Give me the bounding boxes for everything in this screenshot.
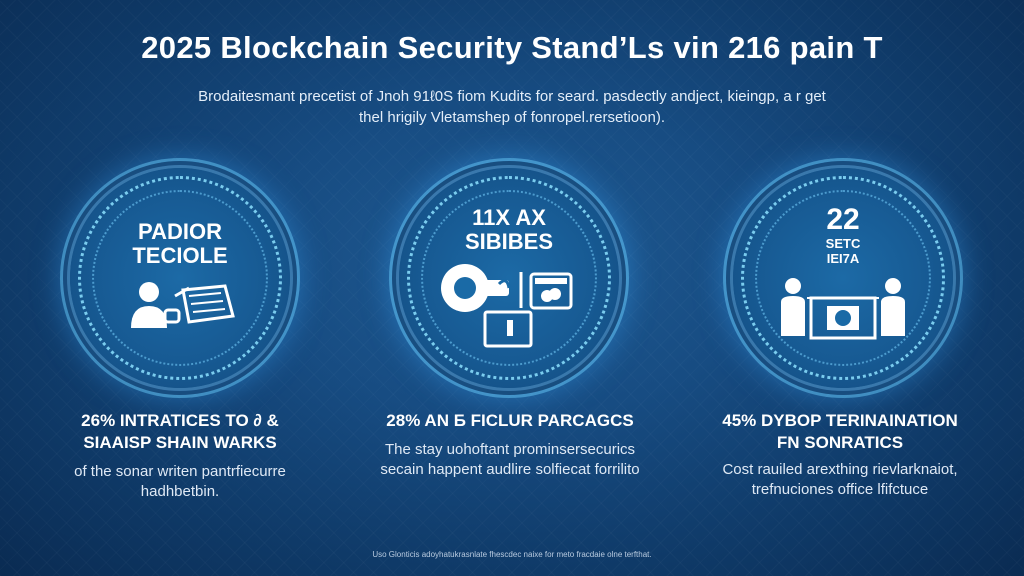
- subtitle-line-2: thel hrigily Vletamshep of fonropel.rers…: [359, 109, 665, 126]
- stat-2-heading: 28% AN Б FICLUR PARCAGCS: [350, 410, 670, 432]
- subtitle-line-1: Brodaitesmant precetist of Jnoh 91ℓ0S fi…: [198, 88, 826, 105]
- stat-2-description: The stay uohoftant prominsersecurics sec…: [350, 440, 670, 480]
- badge-1-line-2: TECIOLE: [132, 243, 228, 268]
- stat-3-description: Cost rauiled arexthing rievlarknaiot, tr…: [690, 460, 990, 500]
- page-subtitle: Brodaitesmant precetist of Jnoh 91ℓ0S fi…: [140, 86, 884, 128]
- footer-note: Uso Glonticis adoyhatukrasnlate fhescdec…: [372, 550, 652, 559]
- badge-3-title: 22 SETC IEI7A: [733, 203, 953, 267]
- badge-1-line-1: PADIOR: [138, 219, 222, 244]
- page-title: 2025 Blockchain Security Stand’Ls vin 21…: [141, 30, 883, 65]
- badge-3-line-1: 22: [826, 203, 860, 236]
- people-monitor-icon: [781, 278, 905, 340]
- stat-1-heading: 26% INTRATICES TO ∂ & SIAAISP SHAIN WARK…: [40, 410, 320, 454]
- stat-3-description-line-1: Cost rauiled arexthing rievlarknaiot,: [722, 461, 958, 478]
- stat-2-description-line-1: The stay uohoftant prominsersecurics: [384, 441, 636, 458]
- badge-3: 22 SETC IEI7A: [733, 168, 953, 388]
- user-document-icon: [131, 282, 235, 328]
- badge-2-title: 11X AX SIBIBES: [399, 206, 619, 254]
- stat-3-heading-line-2: FN SONRATICS: [776, 433, 904, 452]
- badge-2-line-2: SIBIBES: [464, 229, 554, 254]
- stat-2-heading-line-1: 28% AN Б FICLUR PARCAGCS: [386, 411, 634, 430]
- badge-1-title: PADIOR TECIOLE: [70, 220, 290, 268]
- badge-3-line-3: IEI7A: [826, 251, 860, 266]
- stat-2-description-line-2: secain happent audlire solfiecat forrili…: [380, 461, 640, 478]
- stat-1-description-line-2: hadhbetbin.: [140, 483, 220, 500]
- stat-3-heading: 45% DYBOP TERINAINATION FN SONRATICS: [690, 410, 990, 454]
- badge-2-line-1: 11X AX: [472, 205, 546, 230]
- badge-2: 11X AX SIBIBES: [399, 168, 619, 388]
- stat-3-heading-line-1: 45% DYBOP TERINAINATION: [722, 411, 958, 430]
- stat-1-heading-line-2: SIAAISP SHAIN WARKS: [83, 433, 277, 452]
- stat-1-description-line-1: of the sonar writen pantrfiecurre: [74, 463, 286, 480]
- stat-3-description-line-2: trefnuciones office lfifctuce: [751, 481, 929, 498]
- badge-3-line-2: SETC: [825, 236, 861, 251]
- lock-computer-icon: [441, 264, 573, 348]
- stat-1-description: of the sonar writen pantrfiecurre hadhbe…: [40, 462, 320, 502]
- stat-1-heading-line-1: 26% INTRATICES TO ∂ &: [81, 411, 279, 430]
- badge-1: PADIOR TECIOLE: [70, 168, 290, 388]
